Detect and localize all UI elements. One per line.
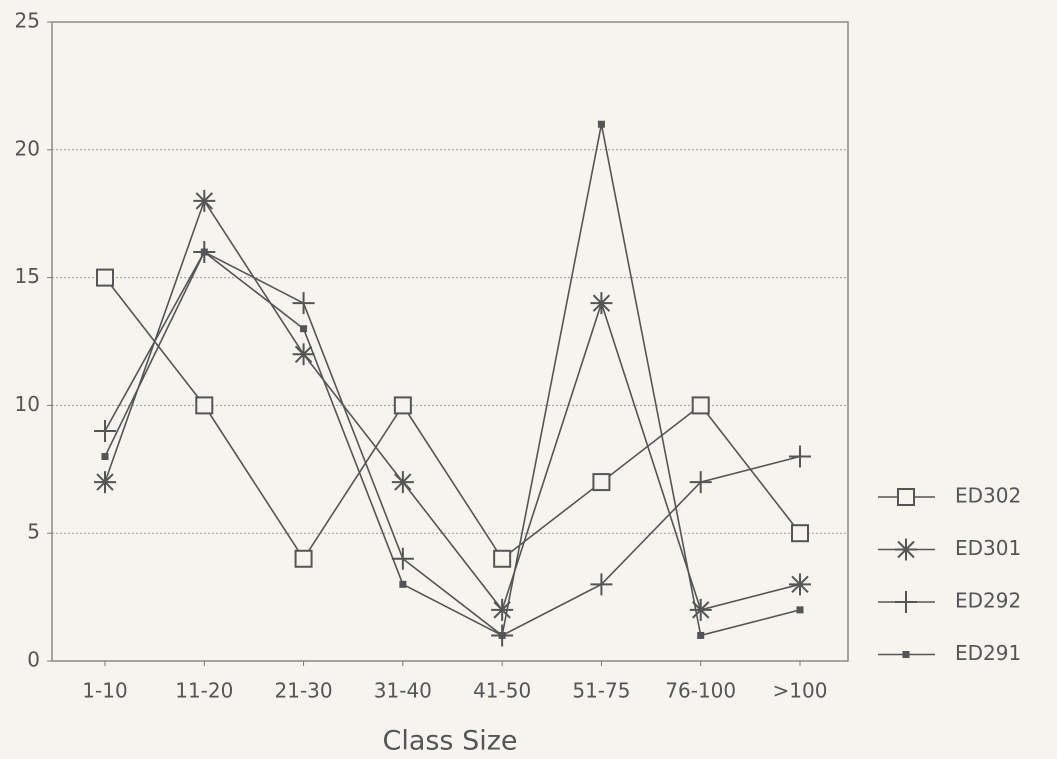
legend-marker (897, 488, 915, 506)
x-tick-label: 41-50 (473, 679, 531, 703)
x-tick-label: 76-100 (665, 679, 736, 703)
x-tick-label: 51-75 (572, 679, 630, 703)
series-line (104, 250, 801, 637)
y-tick-label: 5 (27, 520, 40, 544)
data-point (391, 471, 414, 494)
data-point (200, 248, 208, 256)
x-tick-label: 31-40 (374, 679, 432, 703)
legend-label: ED301 (955, 536, 1021, 560)
data-point (689, 598, 712, 621)
data-point (94, 419, 116, 442)
data-point (789, 445, 811, 468)
data-point (491, 598, 514, 621)
y-tick-label: 0 (27, 648, 40, 672)
series-line (104, 199, 801, 612)
data-point (94, 471, 116, 494)
data-point (493, 549, 512, 568)
x-tick-label: 11-20 (175, 679, 233, 703)
data-point (294, 549, 313, 568)
series-line (104, 277, 801, 561)
data-point (195, 396, 214, 415)
plot-frame (51, 21, 849, 662)
x-tick-label: 1-10 (82, 679, 127, 703)
x-axis-label: Class Size (382, 726, 517, 757)
data-point (689, 471, 712, 494)
data-point (691, 396, 710, 415)
data-point (796, 606, 804, 614)
data-point (791, 524, 809, 543)
data-point (300, 325, 308, 333)
y-tick-label: 15 (15, 264, 40, 288)
legend-label: ED302 (955, 484, 1021, 508)
legend-marker (902, 651, 910, 658)
data-point (590, 292, 613, 315)
data-point (101, 453, 109, 461)
data-point (789, 573, 811, 596)
data-point (592, 473, 611, 492)
data-point (393, 396, 412, 415)
data-point (391, 547, 414, 570)
data-point (193, 189, 216, 212)
data-point (292, 292, 315, 315)
x-tick-label: 21-30 (275, 679, 333, 703)
data-point (96, 268, 114, 287)
data-point (498, 631, 506, 639)
legend-label: ED292 (955, 589, 1021, 613)
data-point (292, 343, 315, 366)
legend-marker (895, 538, 917, 561)
data-point (597, 120, 605, 128)
legend-label: ED291 (955, 641, 1021, 665)
data-point (590, 573, 613, 596)
y-tick-label: 20 (15, 136, 40, 160)
data-point (399, 580, 407, 588)
x-tick-label: >100 (773, 679, 828, 703)
legend-marker (895, 591, 917, 613)
y-tick-label: 10 (15, 392, 40, 416)
data-point (697, 631, 705, 639)
series-line (104, 124, 801, 637)
y-tick-label: 25 (15, 9, 40, 33)
